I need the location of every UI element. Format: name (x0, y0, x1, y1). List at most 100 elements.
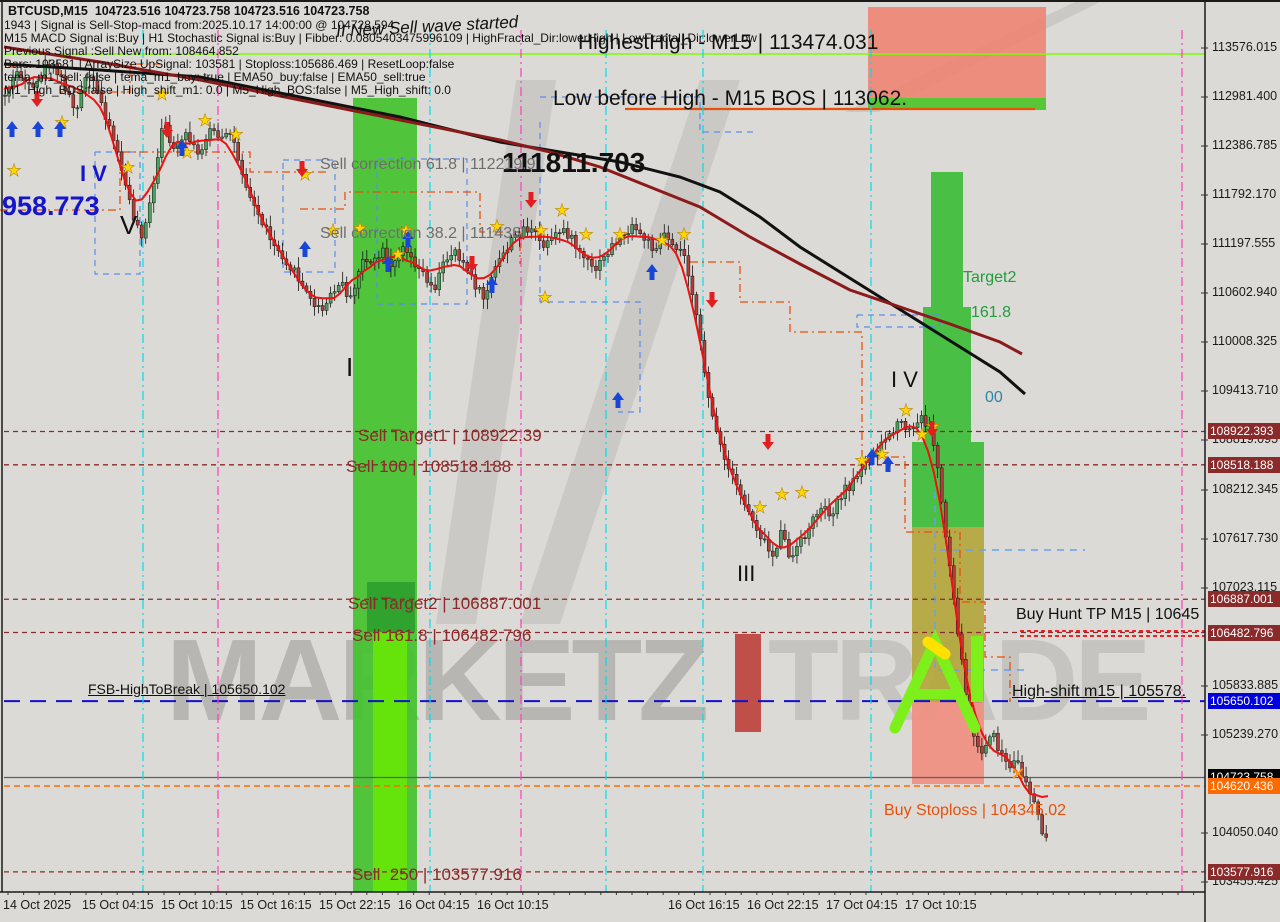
candle-body (151, 183, 156, 204)
axis-tick-label: 113576.015 (1212, 40, 1278, 54)
chart-annotation: V (120, 210, 138, 240)
candle-body (791, 555, 795, 558)
signal-zone-band (373, 632, 407, 892)
star-signal-icon: ★ (774, 485, 789, 505)
signal-zone-band (868, 7, 1046, 98)
candle-body (980, 746, 984, 754)
sell-arrow-icon (762, 434, 774, 450)
candle-body (682, 248, 687, 256)
dashed-channel (690, 261, 1011, 702)
candle-body (787, 539, 791, 558)
watermark-accent-bar (735, 634, 761, 732)
candle-body (594, 265, 598, 271)
star-signal-icon: ★ (352, 219, 367, 239)
candle-body (666, 232, 671, 240)
a-pattern-cap (922, 636, 951, 660)
chart-annotation: Sell 100 | 108518.188 (346, 457, 512, 476)
sell-arrow-icon (31, 91, 43, 107)
candle-body (654, 248, 658, 251)
candle-body (59, 74, 64, 77)
buy-arrow-icon (176, 140, 188, 156)
candle-body (184, 132, 188, 141)
ohlc-header-line: tema_m1_sell: false | tema_m1_buy: true … (4, 70, 426, 84)
candle-body (236, 142, 240, 161)
star-signal-icon: ★ (325, 221, 340, 241)
time-axis-label[interactable]: 16 Oct 22:15 (747, 898, 819, 912)
time-axis-label[interactable]: 17 Oct 10:15 (905, 898, 977, 912)
buy-arrow-icon (54, 121, 66, 137)
star-signal-icon: ★ (537, 288, 552, 308)
slow-ma-maroon-line (3, 45, 1023, 356)
candle-body (437, 272, 441, 290)
time-axis-label[interactable]: 15 Oct 10:15 (161, 898, 233, 912)
chart-annotation: Sell Target1 | 108922.39 (358, 426, 542, 445)
candle-body (795, 546, 799, 556)
buy-arrow-icon (612, 392, 624, 408)
candle-body (899, 421, 904, 423)
candle-body (553, 232, 558, 238)
candle-body (324, 302, 329, 311)
candle-body (453, 249, 457, 256)
watermark-marketz: MARKETZ (166, 615, 709, 745)
star-signal-icon: ★ (197, 111, 212, 131)
candle-body (75, 107, 80, 110)
sell-arrow-icon (525, 192, 537, 208)
candle-body (923, 415, 928, 427)
sell-arrow-icon (296, 161, 308, 177)
candle-body (71, 94, 76, 109)
time-axis-label[interactable]: 15 Oct 04:15 (82, 898, 154, 912)
chart-annotation: FSB-HighToBreak | 105650.102 (88, 681, 286, 697)
candle-body (586, 257, 590, 260)
dashed-channel (856, 314, 941, 328)
time-axis-label[interactable]: 16 Oct 10:15 (477, 898, 549, 912)
candle-body (425, 271, 429, 283)
chart-annotation: HighestHigh - M15 | 113474.031 (578, 31, 879, 54)
candle-body (1020, 762, 1024, 777)
ohlc-header-line: BTCUSD,M15 104723.516 104723.758 104723.… (8, 4, 370, 18)
star-signal-icon: ★ (612, 225, 627, 245)
chart-annotation: 00 (985, 389, 1003, 406)
time-axis-label[interactable]: 14 Oct 2025 (3, 898, 72, 912)
ohlc-header-line: Bars: 103581 | ArraySize UpSignal: 10358… (4, 57, 455, 71)
axis-price-box[interactable]: 105650.102 (1208, 693, 1280, 710)
dashed-channel (282, 159, 336, 273)
candle-body (316, 305, 321, 307)
axis-price-box[interactable]: 104620.436 (1208, 777, 1280, 794)
chart-annotation: I V (891, 367, 918, 392)
time-axis-label[interactable]: 16 Oct 16:15 (668, 898, 740, 912)
time-axis-label[interactable]: 16 Oct 04:15 (398, 898, 470, 912)
candle-body (533, 228, 538, 233)
axis-price-box[interactable]: 103577.916 (1208, 863, 1280, 880)
candle-body (775, 547, 779, 557)
time-axis-label[interactable]: 17 Oct 04:15 (826, 898, 898, 912)
candle-body (590, 259, 594, 267)
candle-body (143, 222, 148, 239)
candle-body (405, 246, 409, 253)
candle-body (352, 287, 357, 297)
candle-body (658, 239, 663, 249)
star-signal-icon: ★ (154, 85, 169, 105)
star-signal-icon: ★ (554, 201, 569, 221)
candle-body (545, 240, 550, 248)
star-signal-icon: ★ (898, 401, 913, 421)
candle-body (650, 238, 654, 251)
axis-price-box[interactable]: 106482.796 (1208, 624, 1280, 641)
candle-body (433, 284, 437, 290)
axis-price-box[interactable]: 108922.393 (1208, 423, 1280, 440)
axis-tick-label: 110602.940 (1212, 285, 1278, 299)
candle-body (95, 80, 100, 91)
time-axis-label[interactable]: 15 Oct 16:15 (240, 898, 312, 912)
axis-price-box[interactable]: 106887.001 (1208, 591, 1280, 608)
candle-body (216, 130, 220, 138)
axis-price-box[interactable]: 108518.188 (1208, 456, 1280, 473)
candle-body (1044, 833, 1048, 838)
time-axis-label[interactable]: 15 Oct 22:15 (319, 898, 391, 912)
buy-arrow-icon (646, 264, 658, 280)
buy-arrow-icon (299, 241, 311, 257)
candle-body (622, 234, 626, 236)
candle-body (570, 234, 574, 239)
sell-arrow-icon (466, 256, 478, 272)
candle-body (678, 248, 683, 251)
candle-body (1036, 801, 1040, 815)
